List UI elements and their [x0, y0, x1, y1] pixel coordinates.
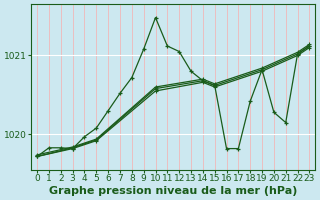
- X-axis label: Graphe pression niveau de la mer (hPa): Graphe pression niveau de la mer (hPa): [49, 186, 298, 196]
